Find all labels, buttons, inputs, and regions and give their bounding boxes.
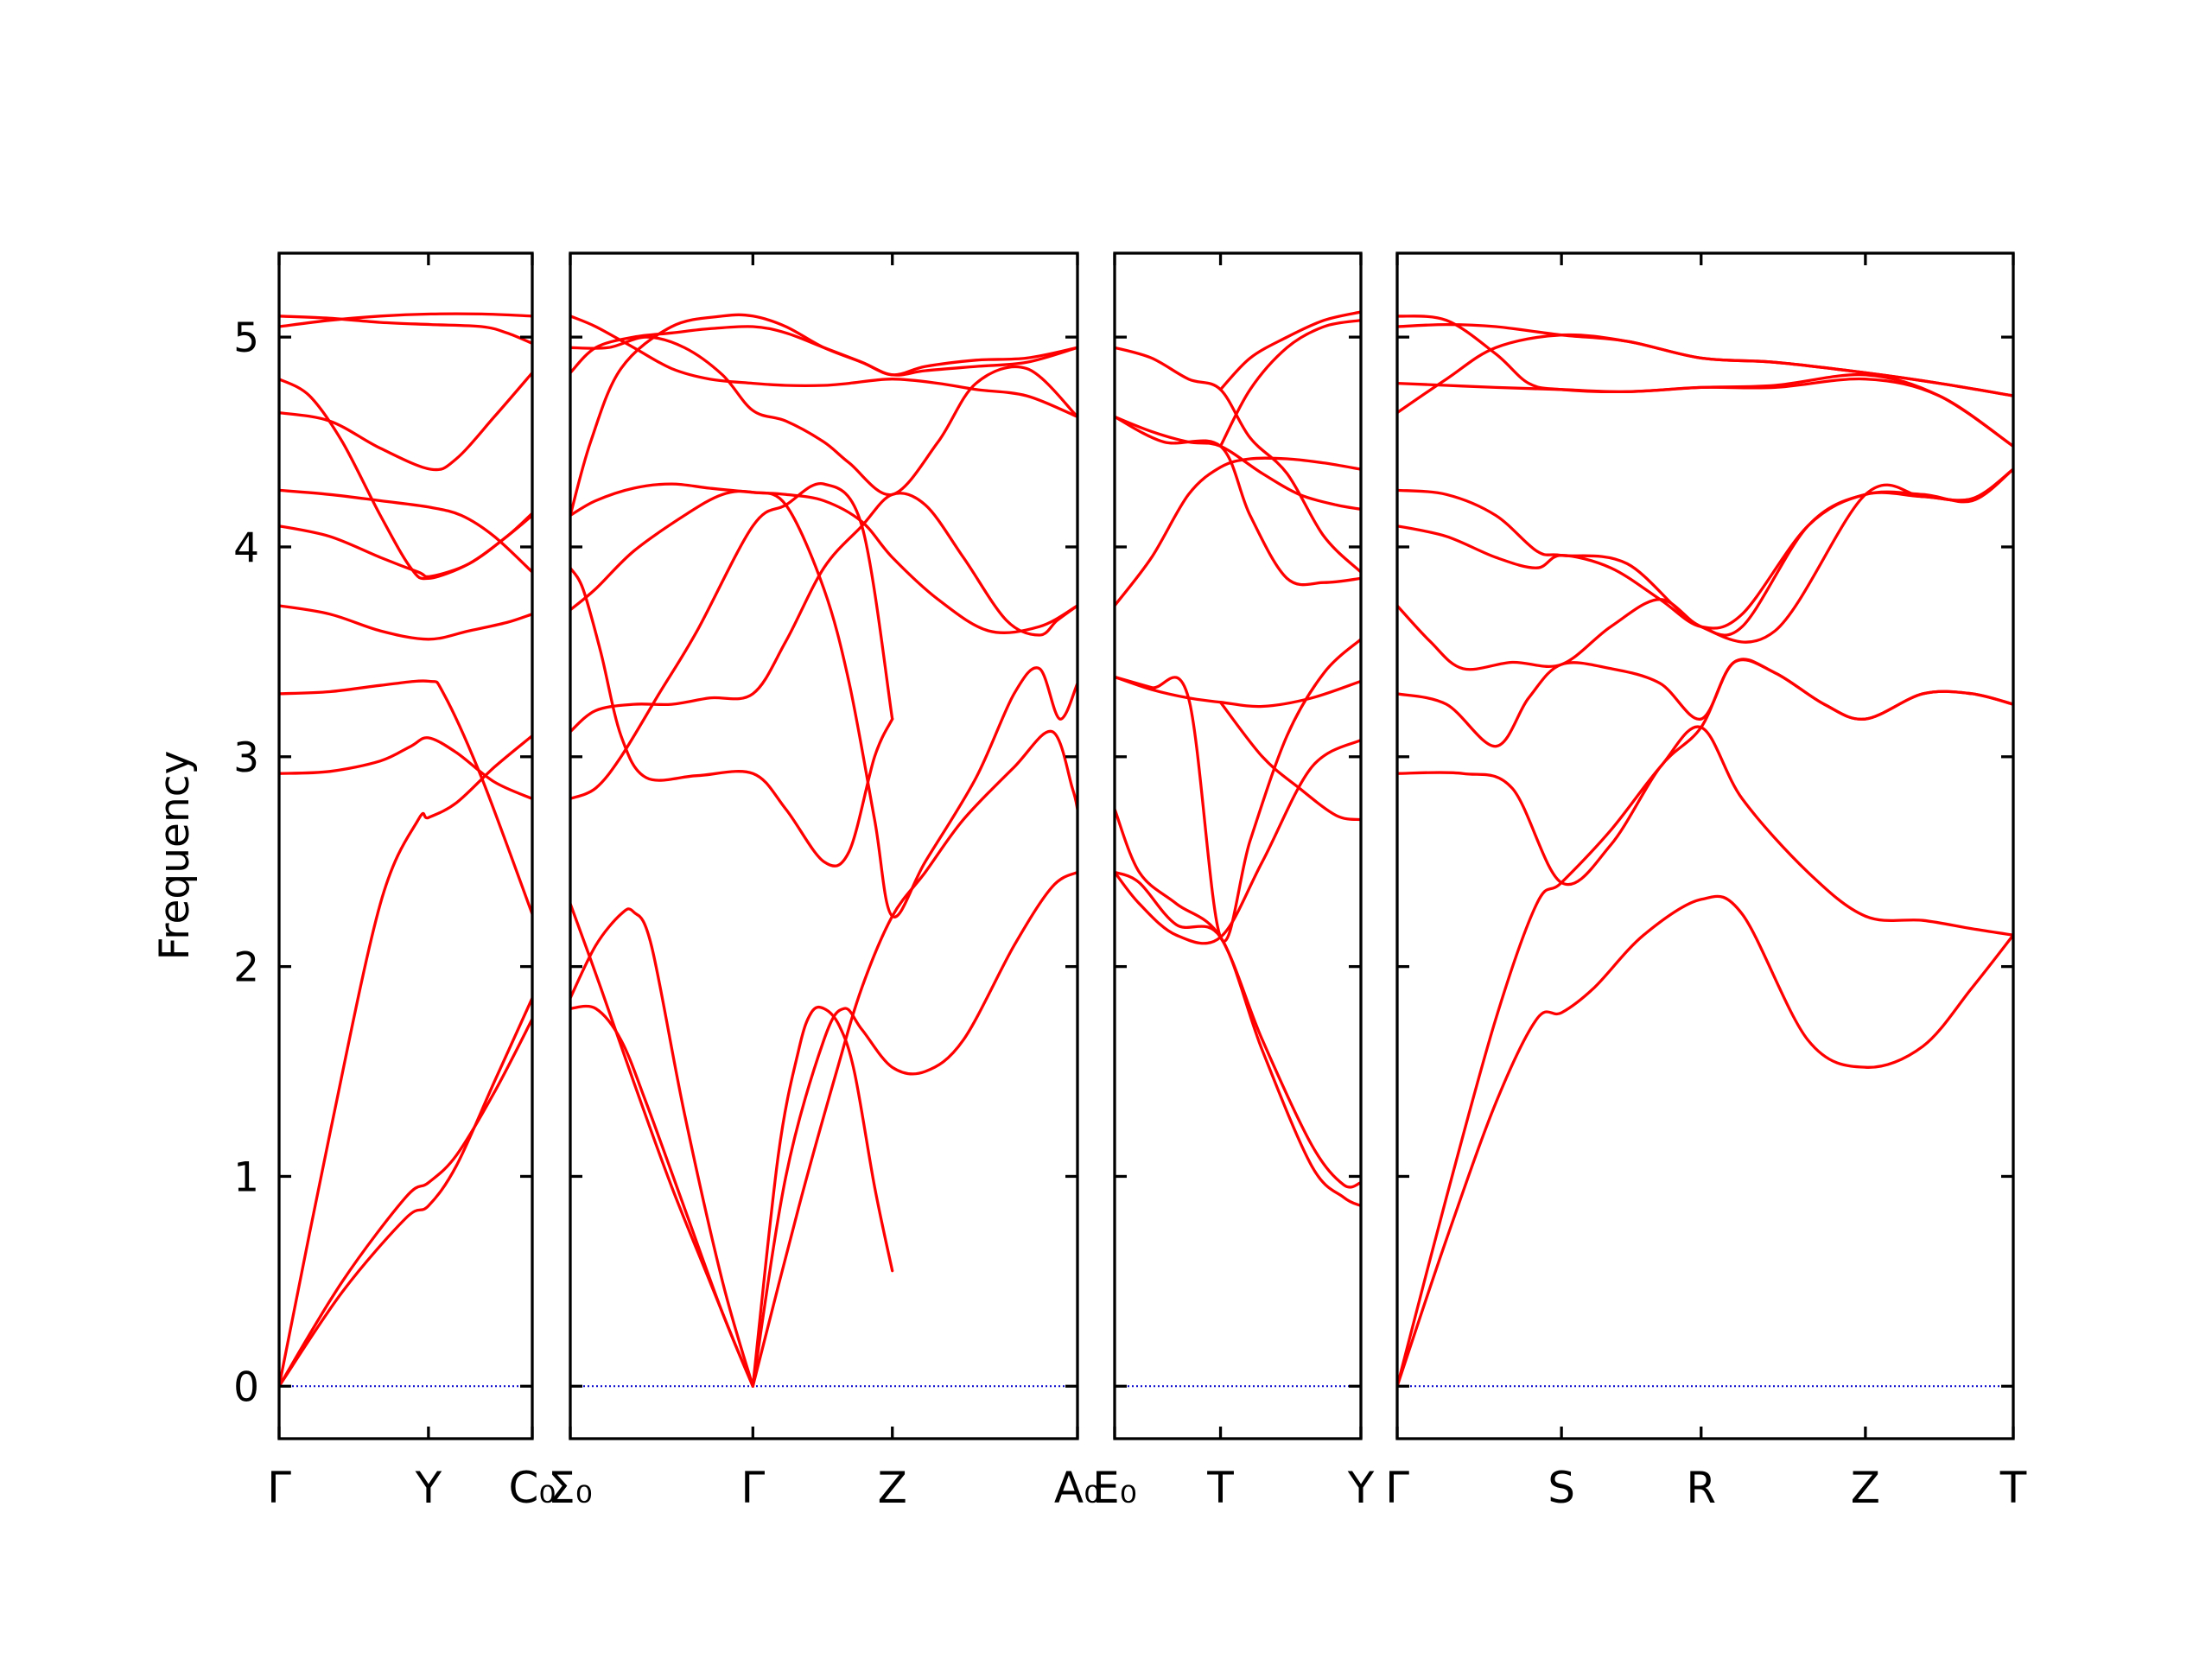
y-tick-label: 5 (233, 315, 259, 362)
band-line-2 (1115, 807, 1361, 1189)
band-line-1 (570, 1004, 754, 1388)
band-line-3 (570, 907, 754, 1388)
band-line-7 (1397, 467, 2013, 644)
x-tick-label: Z (1851, 1463, 1880, 1513)
band-line-5 (1397, 467, 2013, 671)
band-line-9 (1115, 415, 1361, 587)
x-tick-label: Γ (741, 1463, 765, 1513)
panel-2-bands (570, 313, 1077, 1388)
x-tick-label: C₀ (509, 1463, 556, 1513)
band-line-12 (1218, 701, 1361, 822)
band-line-11 (1218, 310, 1361, 391)
band-line-3 (279, 734, 532, 1388)
x-tick-label: Y (415, 1463, 442, 1513)
band-line-9 (570, 482, 894, 801)
band-line-5 (751, 729, 1077, 1388)
band-line-2 (279, 1017, 532, 1388)
panel-2-frame (569, 251, 1079, 1440)
band-line-1 (1397, 894, 2013, 1388)
band-line-6 (570, 492, 1077, 734)
x-tick-label: T (1206, 1463, 1234, 1513)
band-line-10 (279, 371, 532, 472)
band-line-12 (570, 325, 1077, 377)
panel-1: Γ Y C₀ (267, 251, 556, 1513)
band-line-6 (279, 604, 532, 641)
band-line-9 (279, 378, 532, 581)
y-tick-label: 2 (233, 944, 259, 992)
band-line-8 (279, 488, 532, 574)
band-line-8 (1397, 333, 2013, 415)
band-line-8 (570, 566, 894, 868)
band-line-2 (570, 902, 754, 1388)
band-line-11 (279, 315, 532, 346)
band-line-4 (1115, 675, 1361, 709)
band-line-14 (570, 482, 1077, 634)
band-line-4 (751, 870, 1077, 1388)
band-line-8 (1115, 346, 1361, 574)
x-tick-label: E₀ (1092, 1463, 1137, 1513)
y-tick-label: 4 (233, 524, 259, 572)
band-line-15 (570, 335, 1077, 497)
band-line-10 (1397, 315, 2013, 448)
x-tick-label: Σ₀ (548, 1463, 593, 1513)
x-tick-label: A₀ (1054, 1463, 1101, 1513)
panel-1-bands (279, 312, 532, 1388)
band-line-5 (1115, 638, 1361, 943)
x-tick-label: Γ (1385, 1463, 1409, 1513)
band-line-4 (279, 736, 532, 801)
band-line-4 (1397, 658, 2013, 748)
x-tick-label: R (1686, 1463, 1716, 1513)
x-tick-label: Y (1347, 1463, 1375, 1513)
panel-2: Σ₀ Γ Z A₀ (548, 251, 1101, 1513)
band-line-2 (1397, 725, 2013, 1388)
panel-4-frame (1395, 251, 2015, 1440)
band-line-5 (279, 679, 532, 916)
band-line-1 (279, 996, 532, 1388)
band-line-11 (1397, 322, 2013, 397)
panel-1-frame (277, 251, 534, 1440)
y-tick-label: 3 (233, 734, 259, 782)
y-axis-label: Frequency (151, 751, 199, 961)
band-line-12 (279, 312, 532, 328)
band-line-6 (1115, 456, 1361, 607)
x-tick-label: T (1999, 1463, 2027, 1513)
band-line-11 (570, 313, 1077, 518)
band-line-3 (1115, 738, 1361, 945)
panel-3-bands (1115, 310, 1361, 1388)
band-line-1 (1115, 870, 1361, 1208)
x-tick-label: Γ (267, 1463, 291, 1513)
panel-4-bands (1397, 315, 2013, 1388)
band-line-7 (1115, 415, 1361, 511)
band-line-10 (1218, 319, 1361, 448)
band-line-13 (570, 315, 1077, 419)
panel-3-frame (1113, 251, 1363, 1440)
panel-3: E₀ T Y (1092, 251, 1375, 1513)
band-line-7 (751, 1005, 894, 1388)
y-tick-label: 0 (233, 1363, 259, 1411)
y-tick-label: 1 (233, 1154, 259, 1201)
x-tick-label: S (1548, 1463, 1575, 1513)
x-tick-label: Z (878, 1463, 907, 1513)
band-line-10 (570, 489, 1077, 918)
